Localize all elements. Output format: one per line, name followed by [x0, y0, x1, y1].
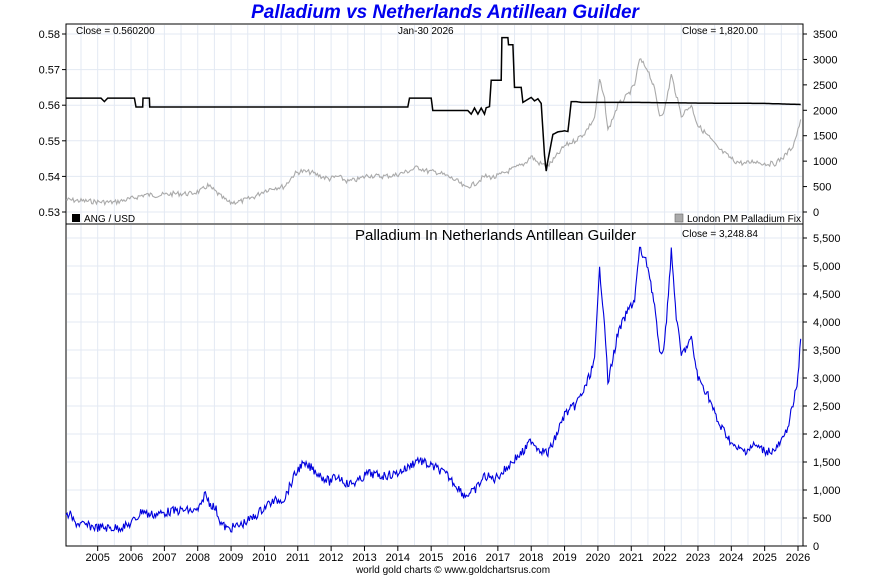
palladium-ang-line: [65, 246, 802, 534]
right-y-tick-label: 500: [813, 182, 831, 194]
top-close-left-label: Close = 0.560200: [76, 26, 155, 37]
x-tick-label: 2013: [352, 552, 376, 564]
bottom-subtitle: Palladium In Netherlands Antillean Guild…: [355, 227, 636, 244]
x-tick-label: 2021: [619, 552, 643, 564]
left-y-tick-label: 0.53: [39, 207, 60, 219]
x-tick-label: 2026: [786, 552, 810, 564]
legend-palladium-swatch: [674, 213, 684, 223]
x-tick-label: 2023: [686, 552, 710, 564]
x-tick-label: 2009: [219, 552, 243, 564]
x-tick-label: 2008: [185, 552, 209, 564]
x-tick-label: 2016: [452, 552, 476, 564]
axis-layer: 2005 2006 2007 2008 2009 2010 2011 2012 2013 2014…: [39, 29, 841, 564]
right-y-tick-label: 2000: [813, 105, 837, 117]
left-y-tick-label: 0.57: [39, 65, 60, 77]
series-layer: [65, 36, 802, 534]
x-tick-label: 2017: [486, 552, 510, 564]
x-tick-label: 2005: [85, 552, 109, 564]
footer-credit: world gold charts © www.goldchartsrus.co…: [355, 565, 550, 575]
bottom-y-tick-label: 1,500: [813, 457, 841, 469]
bottom-y-tick-label: 500: [813, 513, 831, 525]
x-tick-label: 2014: [386, 552, 410, 564]
x-tick-label: 2019: [552, 552, 576, 564]
ang-usd-line: [66, 36, 801, 172]
bottom-y-tick-label: 5,000: [813, 261, 841, 273]
x-tick-label: 2022: [652, 552, 676, 564]
bottom-y-tick-label: 3,000: [813, 373, 841, 385]
top-date-label: Jan-30 2026: [398, 26, 454, 37]
legend-palladium-label: London PM Palladium Fix: [687, 214, 801, 225]
legend-ang-swatch: [72, 214, 80, 222]
left-y-tick-label: 0.56: [39, 100, 60, 112]
bottom-y-tick-label: 0: [813, 541, 819, 553]
left-y-tick-label: 0.55: [39, 136, 60, 148]
palladium-usd-line: [65, 58, 802, 207]
right-y-tick-label: 1500: [813, 131, 837, 143]
bottom-y-tick-label: 2,000: [813, 429, 841, 441]
bottom-y-tick-label: 4,500: [813, 289, 841, 301]
x-tick-label: 2018: [519, 552, 543, 564]
legend-ang-label: ANG / USD: [84, 214, 135, 225]
bottom-y-tick-label: 1,000: [813, 485, 841, 497]
right-y-tick-label: 3500: [813, 29, 837, 41]
x-tick-label: 2025: [752, 552, 776, 564]
x-tick-label: 2015: [419, 552, 443, 564]
x-tick-label: 2024: [719, 552, 743, 564]
x-tick-label: 2010: [252, 552, 276, 564]
bottom-close-label: Close = 3,248.84: [682, 229, 758, 240]
chart-title: Palladium vs Netherlands Antillean Guild…: [251, 2, 639, 23]
top-panel-frame: [65, 23, 804, 225]
x-tick-label: 2007: [152, 552, 176, 564]
bottom-y-tick-label: 3,500: [813, 345, 841, 357]
x-tick-label: 2020: [586, 552, 610, 564]
bottom-y-tick-label: 2,500: [813, 401, 841, 413]
x-tick-label: 2012: [319, 552, 343, 564]
x-tick-label: 2006: [119, 552, 143, 564]
left-y-tick-label: 0.54: [39, 171, 60, 183]
bottom-panel-frame: [65, 223, 804, 547]
top-close-right-label: Close = 1,820.00: [682, 26, 758, 37]
right-y-tick-label: 1000: [813, 156, 837, 168]
bottom-y-tick-label: 4,000: [813, 317, 841, 329]
right-y-tick-label: 0: [813, 207, 819, 219]
right-y-tick-label: 2500: [813, 80, 837, 92]
left-y-tick-label: 0.58: [39, 29, 60, 41]
right-y-tick-label: 3000: [813, 54, 837, 66]
bottom-y-tick-label: 5,500: [813, 233, 841, 245]
x-tick-label: 2011: [286, 552, 310, 564]
